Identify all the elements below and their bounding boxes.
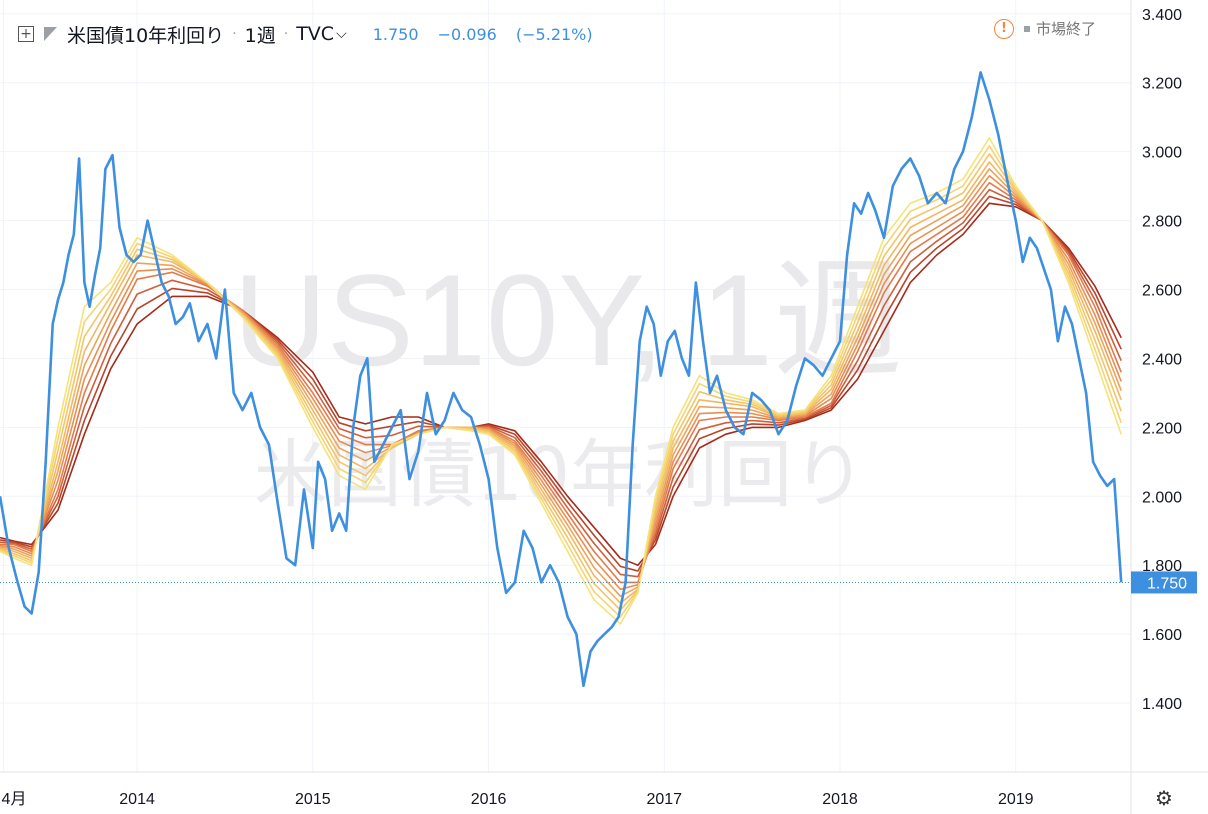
status-dot [1024, 25, 1030, 32]
plus-square-icon[interactable]: + [18, 26, 34, 42]
market-status[interactable]: ! 市場終了 [994, 18, 1096, 39]
moving-average-line [0, 188, 1122, 578]
change-percent: (−5.21%) [515, 24, 593, 44]
y-tick-label: 3.000 [1142, 145, 1182, 162]
market-status-label: 市場終了 [1036, 20, 1097, 38]
x-tick-label: 2017 [646, 791, 682, 808]
last-price-label: 1.750 [1147, 575, 1187, 592]
source-label[interactable]: TVC [296, 23, 335, 45]
moving-average-line [0, 161, 1122, 604]
change-value: −0.096 [437, 24, 497, 44]
y-tick-label: 1.600 [1142, 627, 1182, 644]
y-tick-label: 2.600 [1142, 283, 1182, 300]
y-tick-label: 3.200 [1142, 76, 1182, 93]
separator-dot: · [232, 26, 237, 42]
moving-average-line [0, 175, 1122, 591]
y-tick-label: 3.400 [1142, 7, 1182, 24]
x-tick-label: 2014 [119, 791, 155, 808]
price-line[interactable] [0, 71, 1123, 688]
interval-label[interactable]: 1週 [244, 24, 276, 47]
moving-average-line [0, 153, 1122, 611]
moving-average-line [0, 202, 1122, 566]
moving-average-line [0, 195, 1122, 572]
x-tick-label: 2019 [998, 791, 1034, 808]
series-layer [0, 71, 1123, 688]
y-tick-label: 2.800 [1142, 214, 1182, 231]
watermark-name: 米国債10年利回り [254, 432, 866, 518]
gear-icon[interactable]: ⚙ [1155, 786, 1173, 810]
separator-dot: · [283, 26, 289, 42]
quote-values: 1.750 −0.096 (−5.21%) [373, 25, 607, 44]
x-tick-label: 2018 [822, 791, 858, 808]
price-axis[interactable]: 1.400 1.600 1.800 2.000 2.200 2.400 2.600 2.800… [1142, 7, 1182, 713]
flag-icon[interactable] [44, 27, 57, 41]
y-tick-label: 2.200 [1142, 420, 1182, 437]
moving-average-line [0, 181, 1122, 584]
symbol-title: 米国債10年利回り [67, 24, 225, 47]
y-tick-label: 1.400 [1142, 696, 1182, 713]
last-value: 1.750 [372, 24, 419, 44]
y-tick-label: 2.400 [1142, 351, 1182, 368]
moving-average-line [0, 168, 1122, 597]
y-tick-label: 2.000 [1142, 489, 1182, 506]
moving-average-line [0, 137, 1122, 625]
chevron-down-icon[interactable]: ⌵ [336, 26, 347, 42]
symbol-legend[interactable]: + 米国債10年利回り · 1週 · TVC ⌵ 1.750 −0.096 (−… [18, 20, 607, 48]
time-axis[interactable]: 4月 2014 2015 2016 2017 2018 2019 [2, 791, 1034, 808]
x-tick-label: 4月 [2, 791, 27, 808]
x-tick-label: 2016 [471, 791, 507, 808]
last-price-badge: 1.750 [1131, 571, 1197, 594]
watermark-symbol: US10Y, 1週 [233, 247, 903, 393]
y-tick-label: 1.800 [1142, 558, 1182, 575]
warning-icon[interactable]: ! [994, 18, 1014, 39]
moving-average-line [0, 145, 1122, 618]
x-tick-label: 2015 [295, 791, 331, 808]
